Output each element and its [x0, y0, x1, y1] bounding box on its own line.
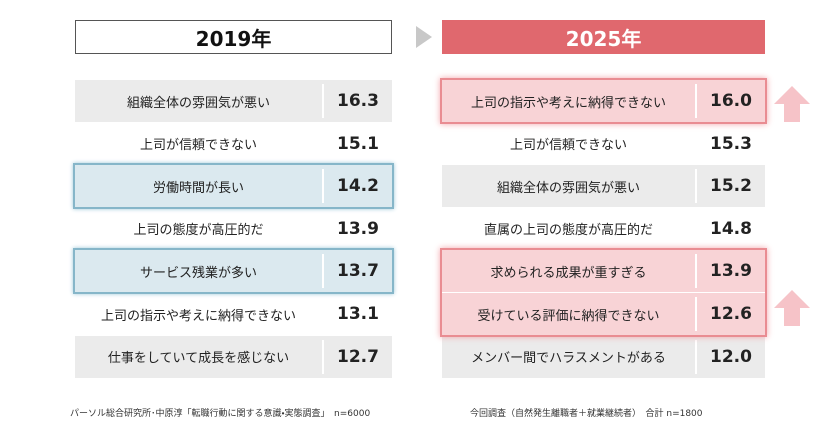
divider: [322, 169, 324, 204]
row-bg: [442, 250, 765, 293]
divider: [695, 126, 697, 161]
row-label: 組織全体の雰囲気が悪い: [496, 180, 640, 196]
row-value: 14.8: [710, 218, 752, 239]
divider: [695, 211, 697, 246]
up-arrow: [774, 86, 810, 122]
row-value: 15.1: [337, 133, 379, 154]
divider: [322, 126, 324, 161]
highlight-frame: [73, 248, 394, 295]
divider: [695, 84, 697, 118]
row-value: 13.7: [337, 261, 379, 282]
row-label: 労働時間が長い: [152, 180, 244, 196]
source-note: パーソル総合研究所･中原淳「転職行動に関する意識・実態調査」 n=6000: [70, 409, 371, 419]
row-bg: [75, 335, 392, 378]
row-label: メンバー間でハラスメントがある: [471, 351, 666, 367]
row-label: 求められる成果が重すぎる: [490, 265, 647, 281]
row-bg: [75, 250, 392, 293]
row-value: 12.6: [710, 304, 752, 324]
row-bg: [75, 165, 392, 208]
up-arrow: [774, 290, 810, 326]
row-value: 12.0: [710, 346, 752, 367]
highlight-frame: [440, 78, 767, 124]
divider: [322, 339, 324, 374]
row-label: 仕事をしていて成長を感じない: [107, 351, 290, 367]
row-label: 上司の態度が高圧的だ: [133, 223, 264, 239]
left-header: 2019年: [75, 20, 392, 54]
row-bg: [75, 80, 392, 122]
row-label: 直属の上司の態度が高圧的だ: [483, 223, 653, 239]
divider: [695, 339, 697, 374]
highlight-frame: [73, 163, 394, 210]
divider: [322, 297, 324, 331]
divider: [322, 84, 324, 118]
row-bg: [442, 335, 765, 378]
row-label: 組織全体の雰囲気が悪い: [126, 95, 270, 111]
row-label: 受けている評価に納得できない: [477, 308, 660, 324]
row-value: 15.2: [710, 176, 752, 197]
row-label: 上司の指示や考えに納得できない: [100, 308, 296, 324]
row-label: 上司が信頼できない: [509, 138, 627, 154]
divider: [695, 297, 697, 331]
row-label: 上司の指示や考えに納得できない: [470, 95, 666, 111]
chevron: [416, 26, 432, 48]
row-bg: [442, 80, 765, 122]
row-value: 16.3: [337, 91, 379, 111]
row-value: 15.3: [710, 133, 752, 154]
divider: [322, 211, 324, 246]
highlight-frame: [440, 248, 767, 337]
divider: [322, 254, 324, 289]
row-label: 上司が信頼できない: [139, 138, 257, 154]
row-bg: [442, 293, 765, 335]
row-value: 14.2: [337, 176, 379, 197]
row-value: 16.0: [710, 91, 752, 111]
divider: [695, 254, 697, 289]
source-note: 今回調査（自然発生離職者＋就業継続者） 合計 n=1800: [470, 409, 703, 419]
row-value: 13.9: [710, 261, 752, 282]
right-header: 2025年: [442, 20, 765, 54]
row-value: 13.1: [337, 304, 379, 324]
row-value: 12.7: [337, 346, 379, 367]
row-label: サービス残業が多い: [139, 265, 257, 281]
row-bg: [442, 165, 765, 208]
divider: [695, 169, 697, 204]
row-value: 13.9: [337, 218, 379, 239]
